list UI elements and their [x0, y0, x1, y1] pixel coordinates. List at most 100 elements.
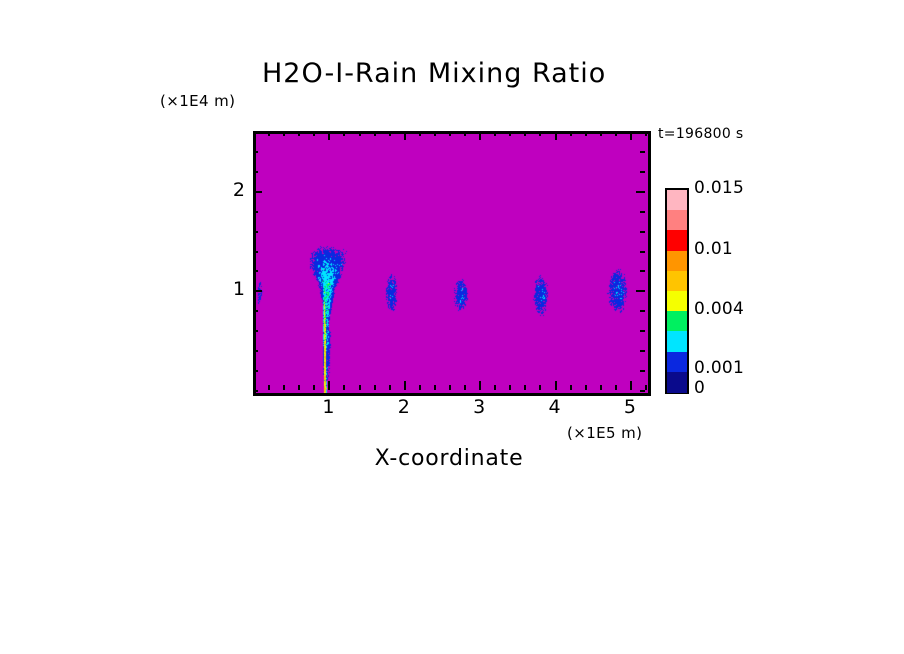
axis-tick: [640, 390, 645, 392]
axis-tick: [253, 370, 258, 373]
axis-tick: [524, 385, 527, 390]
axis-tick: [343, 131, 346, 136]
axis-tick: [253, 330, 258, 333]
axis-tick: [569, 385, 572, 390]
colorbar-tick-label: 0.001: [694, 357, 745, 378]
axis-tick: [640, 150, 645, 153]
axis-tick: [253, 290, 262, 293]
axis-tick: [253, 131, 258, 133]
axis-tick: [524, 131, 527, 136]
axis-tick: [509, 385, 512, 390]
axis-tick: [253, 270, 258, 273]
colorbar-tick-label: 0.015: [694, 178, 745, 198]
axis-tick: [449, 131, 451, 136]
y-tick-label: 1: [232, 278, 245, 301]
x-axis-unit-label: (×1E5 m): [567, 424, 643, 442]
axis-tick: [640, 370, 645, 373]
axis-tick: [640, 350, 645, 353]
axis-tick: [253, 230, 258, 233]
axis-tick: [464, 131, 467, 136]
y-tick-label: 2: [232, 178, 245, 201]
axis-tick: [509, 131, 512, 136]
axis-tick: [298, 385, 301, 390]
axis-tick: [640, 310, 645, 313]
colorbar: [665, 188, 689, 394]
axis-tick: [629, 381, 632, 390]
colorbar-band: [667, 270, 687, 292]
x-tick-label: 1: [322, 396, 335, 418]
axis-tick: [464, 385, 467, 390]
axis-tick: [298, 131, 301, 136]
axis-tick: [599, 131, 602, 136]
axis-tick: [584, 385, 587, 390]
axis-tick: [636, 290, 645, 293]
axis-tick: [253, 390, 258, 392]
axis-tick: [253, 310, 258, 313]
colorbar-band: [667, 291, 687, 312]
axis-tick: [253, 131, 255, 136]
axis-tick: [403, 131, 406, 140]
axis-tick: [253, 250, 258, 253]
axis-tick: [418, 131, 421, 136]
colorbar-band: [667, 371, 687, 393]
axis-tick: [313, 385, 316, 390]
axis-tick: [253, 385, 255, 390]
axis-tick: [554, 381, 557, 390]
axis-tick: [253, 190, 262, 193]
colorbar-tick-label: 0: [694, 378, 706, 398]
axis-tick: [640, 230, 645, 233]
axis-tick: [640, 330, 645, 333]
axis-tick: [328, 381, 331, 390]
x-tick-label: 2: [397, 396, 410, 418]
axis-tick: [433, 131, 436, 136]
x-axis-title: X-coordinate: [374, 446, 524, 471]
axis-tick: [253, 210, 258, 213]
y-axis-title: Z-coordinate: [0, 270, 5, 420]
axis-tick: [539, 385, 542, 390]
axis-tick: [268, 385, 271, 390]
axis-tick: [614, 385, 617, 390]
axis-tick: [640, 170, 645, 173]
axis-tick: [645, 385, 647, 390]
axis-tick: [388, 131, 391, 136]
axis-tick: [494, 131, 497, 136]
axis-tick: [433, 385, 436, 390]
axis-tick: [636, 190, 645, 193]
colorbar-band: [667, 190, 687, 211]
axis-tick: [599, 385, 602, 390]
colorbar-tick-label: 0.004: [694, 299, 745, 320]
axis-tick: [388, 385, 391, 390]
page-title: H2O-I-Rain Mixing Ratio: [262, 58, 607, 89]
x-tick-label: 4: [548, 396, 561, 418]
colorbar-band: [667, 331, 687, 353]
axis-tick: [253, 170, 258, 173]
axis-tick: [283, 131, 286, 136]
y-axis-unit-label: (×1E4 m): [160, 92, 236, 110]
axis-tick: [569, 131, 572, 136]
colorbar-band: [667, 250, 687, 272]
x-tick-label: 5: [623, 396, 636, 418]
colorbar-tick-label: 0.01: [694, 238, 734, 259]
axis-tick: [614, 131, 617, 136]
heatmap-canvas: [256, 134, 648, 393]
axis-tick: [313, 131, 316, 136]
colorbar-band: [667, 210, 687, 231]
axis-tick: [554, 131, 557, 140]
axis-tick: [328, 131, 331, 140]
axis-tick: [640, 270, 645, 273]
axis-tick: [479, 131, 482, 140]
axis-tick: [403, 381, 406, 390]
timestamp-label: t=196800 s: [658, 126, 744, 142]
axis-tick: [629, 131, 632, 140]
axis-tick: [584, 131, 587, 136]
axis-tick: [640, 131, 645, 133]
axis-tick: [358, 131, 361, 136]
axis-tick: [640, 250, 645, 253]
axis-tick: [449, 385, 451, 390]
colorbar-band: [667, 230, 687, 252]
axis-tick: [253, 350, 258, 353]
colorbar-band: [667, 311, 687, 332]
axis-tick: [343, 385, 346, 390]
axis-tick: [645, 131, 647, 136]
plot-area: [253, 131, 651, 396]
